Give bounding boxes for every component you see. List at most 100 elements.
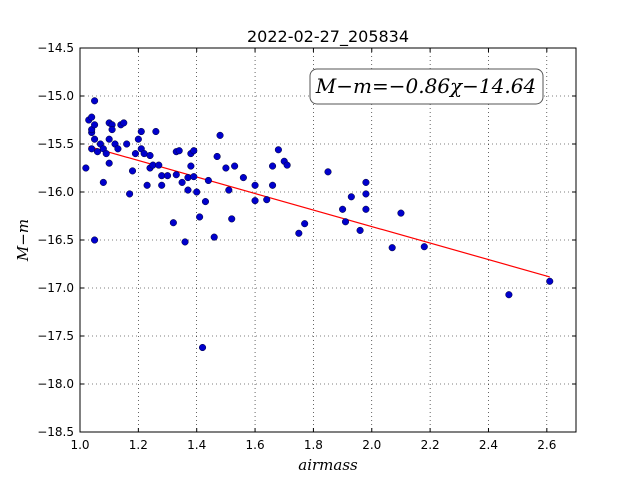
data-point bbox=[225, 186, 233, 194]
data-point bbox=[175, 147, 183, 155]
data-point bbox=[187, 162, 195, 170]
data-point bbox=[362, 178, 370, 186]
data-point bbox=[213, 152, 221, 161]
data-point bbox=[228, 215, 236, 223]
data-point bbox=[198, 343, 207, 352]
x-tick-label: 1.2 bbox=[129, 438, 148, 452]
data-point bbox=[362, 190, 370, 198]
data-point bbox=[251, 181, 259, 189]
data-point bbox=[123, 140, 131, 148]
data-point bbox=[239, 174, 247, 182]
data-point bbox=[546, 277, 554, 285]
data-point bbox=[339, 205, 347, 213]
data-point bbox=[88, 113, 96, 121]
data-point bbox=[126, 190, 134, 198]
data-point bbox=[158, 181, 166, 189]
data-point bbox=[120, 119, 128, 127]
data-point bbox=[222, 164, 230, 172]
x-tick-label: 2.0 bbox=[362, 438, 381, 452]
data-point bbox=[134, 135, 142, 143]
fit-annotation-box bbox=[309, 68, 544, 105]
data-point bbox=[251, 197, 259, 205]
data-point bbox=[193, 188, 201, 196]
data-point bbox=[143, 181, 151, 189]
data-point bbox=[105, 159, 113, 167]
data-point bbox=[505, 291, 513, 299]
data-point bbox=[263, 196, 271, 204]
data-point bbox=[169, 219, 177, 227]
data-point bbox=[397, 209, 405, 217]
y-tick-label: −14.5 bbox=[37, 41, 74, 55]
data-point bbox=[91, 121, 99, 129]
data-point bbox=[301, 220, 309, 228]
data-point bbox=[356, 226, 364, 234]
data-point bbox=[108, 126, 116, 134]
data-point bbox=[155, 161, 163, 169]
data-point bbox=[172, 171, 180, 179]
y-tick-label: −18.5 bbox=[37, 425, 74, 439]
data-point bbox=[91, 135, 99, 143]
y-tick-label: −17.0 bbox=[37, 281, 74, 295]
data-point bbox=[91, 97, 99, 105]
y-tick-label: −15.0 bbox=[37, 89, 74, 103]
chart-title: 2022-02-27_205834 bbox=[247, 27, 409, 47]
data-point bbox=[388, 244, 396, 252]
x-tick-label: 1.0 bbox=[70, 438, 89, 452]
data-point bbox=[201, 198, 210, 206]
data-point bbox=[163, 172, 172, 180]
data-point bbox=[184, 174, 192, 182]
data-point bbox=[91, 236, 99, 244]
data-point bbox=[420, 243, 428, 251]
data-point bbox=[152, 127, 160, 136]
fit-line-group bbox=[88, 145, 550, 278]
data-points bbox=[82, 97, 554, 352]
x-axis-label: airmass bbox=[298, 456, 358, 474]
data-point bbox=[204, 176, 212, 185]
data-point bbox=[269, 181, 277, 189]
data-point bbox=[99, 178, 107, 186]
data-point bbox=[210, 233, 218, 241]
data-point bbox=[362, 205, 370, 213]
data-point bbox=[231, 162, 239, 170]
axis-ticks: 1.0 1.2 1.4 1.6 1.8 2.0 2.2 2.4 2.6 −14.5 −15.0 −15… bbox=[37, 41, 576, 452]
data-point bbox=[114, 145, 122, 153]
data-point bbox=[347, 193, 355, 201]
y-axis-label: M−m bbox=[14, 219, 32, 262]
x-tick-label: 1.8 bbox=[304, 438, 323, 452]
y-tick-label: −17.5 bbox=[37, 329, 74, 343]
data-point bbox=[184, 186, 192, 194]
data-point bbox=[181, 238, 189, 246]
data-point bbox=[341, 218, 350, 226]
data-point bbox=[146, 151, 154, 160]
data-point bbox=[295, 229, 303, 237]
data-point bbox=[190, 173, 198, 181]
data-point bbox=[178, 178, 186, 186]
x-tick-label: 1.4 bbox=[187, 438, 206, 452]
fit-line bbox=[88, 145, 550, 278]
data-point bbox=[269, 162, 277, 170]
data-point bbox=[283, 161, 291, 169]
x-tick-label: 2.6 bbox=[537, 438, 556, 452]
data-point bbox=[196, 213, 204, 221]
y-tick-label: −18.0 bbox=[37, 377, 74, 391]
data-point bbox=[93, 148, 102, 156]
y-tick-label: −15.5 bbox=[37, 137, 74, 151]
y-tick-label: −16.5 bbox=[37, 233, 74, 247]
data-point bbox=[128, 167, 137, 175]
data-point bbox=[137, 127, 145, 136]
data-point bbox=[105, 135, 113, 143]
y-tick-label: −16.0 bbox=[37, 185, 74, 199]
data-point bbox=[131, 150, 139, 158]
x-tick-label: 2.4 bbox=[479, 438, 498, 452]
data-point bbox=[324, 168, 332, 176]
data-point bbox=[190, 147, 198, 155]
x-tick-label: 1.6 bbox=[246, 438, 265, 452]
data-point bbox=[102, 150, 110, 158]
data-point bbox=[216, 131, 224, 139]
data-point bbox=[88, 145, 96, 153]
data-point bbox=[274, 146, 282, 154]
fit-annotation: M−m=−0.86χ−14.64 bbox=[315, 74, 536, 98]
data-point bbox=[82, 164, 90, 172]
x-tick-label: 2.2 bbox=[421, 438, 440, 452]
